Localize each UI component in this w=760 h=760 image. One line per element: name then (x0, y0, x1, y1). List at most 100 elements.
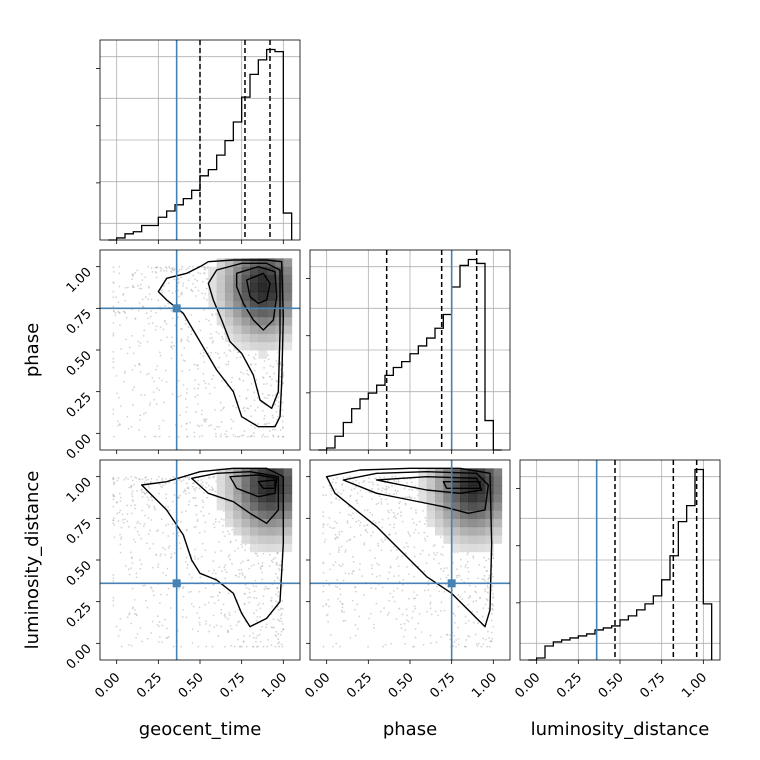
scatter-point (369, 612, 372, 615)
scatter-point (133, 598, 136, 601)
scatter-point (112, 522, 115, 525)
scatter-point (491, 607, 494, 610)
scatter-point (435, 641, 438, 644)
scatter-point (374, 557, 377, 560)
scatter-point (214, 351, 217, 354)
scatter-point (484, 603, 487, 606)
scatter-point (390, 509, 393, 511)
scatter-point (112, 408, 115, 411)
scatter-point (433, 552, 435, 555)
scatter-point (139, 370, 142, 373)
scatter-point (134, 526, 137, 529)
scatter-point (492, 595, 495, 598)
scatter-point (222, 326, 224, 329)
scatter-point (161, 641, 164, 643)
scatter-point (147, 298, 150, 301)
scatter-point (157, 475, 160, 478)
scatter-point (330, 493, 333, 496)
scatter-point (207, 484, 210, 487)
scatter-point (213, 409, 216, 411)
scatter-point (161, 477, 164, 480)
scatter-point (378, 521, 380, 524)
scatter-point (478, 564, 481, 566)
scatter-point (429, 607, 432, 610)
scatter-point (177, 316, 180, 318)
scatter-point (357, 519, 360, 522)
scatter-point (274, 634, 277, 637)
scatter-point (270, 644, 273, 647)
scatter-point (136, 489, 139, 492)
scatter-point (336, 522, 338, 524)
scatter-point (192, 282, 194, 285)
density-cell (233, 291, 243, 301)
scatter-point (445, 576, 448, 579)
scatter-point (222, 531, 224, 533)
scatter-point (113, 483, 116, 486)
scatter-point (155, 403, 158, 405)
scatter-point (207, 319, 210, 322)
scatter-point (253, 563, 255, 566)
scatter-point (201, 542, 204, 545)
scatter-point (148, 322, 150, 325)
density-cell (476, 526, 486, 536)
density-cell (426, 485, 436, 494)
x-tick-label: 0.75 (427, 670, 458, 701)
scatter-point (166, 336, 169, 339)
scatter-point (282, 374, 285, 377)
scatter-point (147, 517, 150, 520)
scatter-point (223, 510, 225, 513)
density-cell (266, 341, 276, 351)
scatter-point (146, 637, 149, 640)
scatter-point (193, 526, 196, 529)
scatter-point (280, 620, 283, 623)
density-cell (493, 501, 503, 511)
scatter-point (240, 645, 243, 648)
scatter-point (282, 607, 284, 610)
scatter-point (490, 640, 493, 643)
scatter-point (430, 613, 433, 616)
scatter-point (385, 498, 388, 501)
density-cell (241, 485, 251, 494)
scatter-point (235, 624, 238, 627)
scatter-point (119, 496, 122, 499)
density-cell (275, 526, 284, 536)
scatter-point (248, 588, 251, 590)
scatter-point (351, 599, 354, 602)
scatter-point (208, 425, 211, 427)
scatter-point (245, 587, 248, 589)
scatter-point (160, 485, 162, 488)
scatter-point (237, 576, 240, 578)
scatter-point (244, 575, 247, 578)
density-cell (266, 468, 276, 478)
scatter-point (398, 580, 401, 583)
histogram-step (528, 468, 713, 661)
scatter-point (120, 348, 122, 350)
scatter-point (200, 479, 203, 481)
scatter-point (190, 314, 193, 316)
density-cell (258, 266, 268, 276)
scatter-point (272, 416, 275, 419)
scatter-point (172, 266, 175, 269)
scatter-point (204, 549, 207, 551)
scatter-point (150, 586, 152, 589)
scatter-point (211, 314, 214, 317)
scatter-point (254, 579, 257, 582)
scatter-point (202, 492, 205, 495)
density-cell (250, 333, 259, 343)
scatter-point (427, 554, 430, 556)
scatter-point (253, 399, 256, 402)
scatter-point (142, 491, 145, 494)
scatter-point (117, 396, 120, 399)
scatter-point (449, 634, 452, 637)
scatter-point (261, 578, 264, 581)
scatter-point (215, 624, 218, 627)
scatter-point (387, 511, 390, 514)
scatter-point (277, 632, 280, 635)
scatter-point (332, 478, 335, 481)
scatter-point (202, 372, 205, 375)
scatter-point (115, 501, 118, 504)
scatter-point (184, 490, 187, 493)
scatter-point (164, 304, 167, 307)
contour-lines (157, 259, 285, 428)
scatter-point (357, 628, 359, 630)
